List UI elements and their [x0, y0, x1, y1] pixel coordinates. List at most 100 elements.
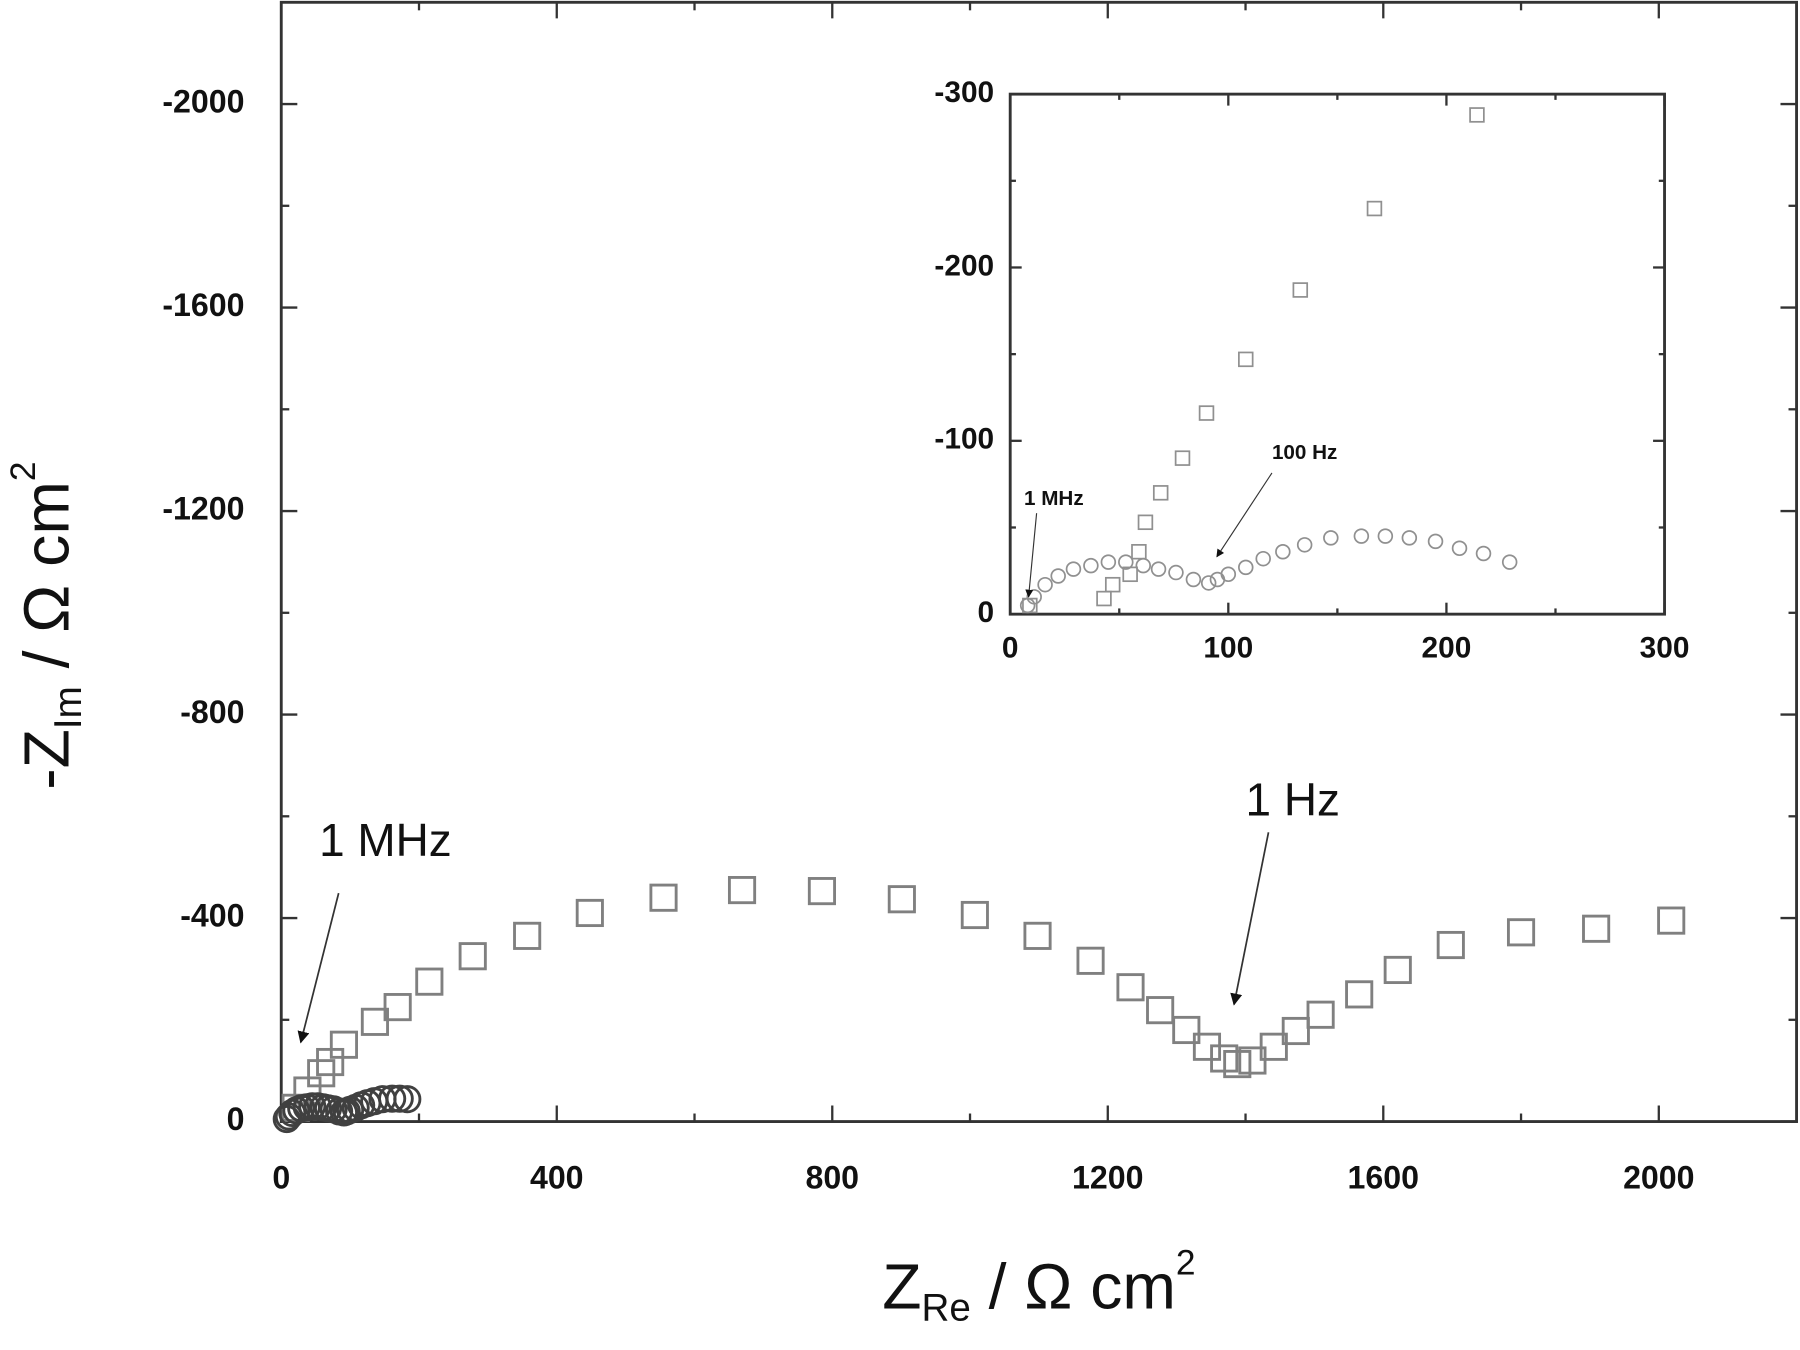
square-point: [1096, 590, 1112, 607]
square-point: [1104, 576, 1121, 593]
circle-point: [1037, 576, 1053, 593]
y-axis-label-sub: Im: [47, 686, 90, 729]
y-tick-label: -1600: [162, 287, 244, 323]
square-point: [1506, 918, 1536, 947]
inset-chart: 0 -100 -200 -300 0 100 200 300 1 MHz 100 Hz: [934, 76, 1689, 665]
square-point: [1345, 980, 1374, 1009]
y-tick-label: -200: [934, 249, 994, 282]
circle-point: [393, 1085, 422, 1114]
square-point: [1366, 200, 1383, 217]
circle-point: [1377, 528, 1394, 544]
circle-point: [1475, 545, 1492, 562]
circle-point: [385, 1084, 414, 1113]
circle-point: [1220, 566, 1237, 583]
x-axis-label-unit: / Ω cm: [971, 1250, 1176, 1322]
square-point: [415, 967, 444, 996]
square-point: [458, 942, 487, 971]
square-point: [960, 900, 989, 930]
square-point: [1198, 405, 1215, 421]
square-point: [1582, 914, 1611, 943]
plot-frame: [1008, 92, 1666, 616]
annotation-arrow: [1216, 472, 1273, 558]
x-axis-label-sup: 2: [1176, 1244, 1196, 1283]
square-point: [1146, 996, 1175, 1025]
y-tick-label: -100: [934, 423, 994, 456]
x-tick-label: 0: [1002, 632, 1019, 665]
circle-point: [1050, 568, 1066, 584]
square-point: [1292, 282, 1309, 298]
circle-point: [1427, 533, 1444, 550]
circle-point: [1501, 554, 1518, 570]
annotation-arrow: [1230, 832, 1270, 1006]
x-axis-label: ZRe / Ω cm2: [882, 1244, 1195, 1330]
x-axis-label-sub: Re: [921, 1287, 970, 1330]
annotation: 1 MHz: [1024, 487, 1084, 510]
square-point: [1131, 544, 1147, 560]
y-tick-label: 0: [978, 596, 995, 629]
circle-point: [1200, 575, 1217, 591]
circle-point: [1296, 537, 1313, 553]
circle-point: [1255, 550, 1271, 567]
square-point: [513, 921, 542, 950]
square-point: [1238, 351, 1254, 368]
circle-point: [1100, 554, 1117, 570]
circle-point: [1083, 557, 1099, 574]
square-point: [575, 898, 604, 928]
square-point: [1469, 107, 1485, 123]
square-point: [1306, 1000, 1335, 1029]
y-tick-label: -800: [180, 694, 244, 730]
circle-point: [1065, 561, 1082, 577]
square-point: [887, 885, 916, 914]
square-point: [1152, 485, 1169, 501]
x-tick-label: 2000: [1623, 1160, 1694, 1196]
circle-point: [1135, 557, 1152, 574]
x-tick-label: 200: [1422, 632, 1472, 665]
annotation-arrow: [297, 892, 340, 1044]
y-axis-label: -ZIm / Ω cm2: [4, 461, 90, 789]
y-tick-label: -400: [180, 898, 244, 934]
y-tick-label: -2000: [162, 84, 244, 120]
square-point: [383, 993, 412, 1022]
annotation-arrow: [1025, 513, 1038, 598]
square-point: [1116, 973, 1145, 1002]
square-point: [307, 1059, 336, 1088]
y-tick-label: -300: [934, 76, 994, 109]
x-axis-label-main: Z: [882, 1250, 921, 1322]
square-point: [1023, 921, 1052, 950]
x-tick-label: 400: [530, 1160, 584, 1196]
x-tick-label: 300: [1640, 632, 1690, 665]
square-point: [360, 1007, 389, 1036]
square-point: [1076, 946, 1105, 975]
annotation: 1 Hz: [1246, 774, 1340, 826]
square-point: [1383, 955, 1412, 985]
x-tick-label: 100: [1203, 632, 1253, 665]
square-point: [1172, 1015, 1201, 1045]
y-tick-label: -1200: [162, 491, 244, 527]
annotation: 100 Hz: [1272, 441, 1337, 464]
square-point: [1436, 930, 1465, 960]
annotation: 1 MHz: [319, 814, 452, 866]
square-point: [1137, 514, 1154, 531]
square-point: [807, 877, 837, 906]
circle-point: [1275, 544, 1291, 560]
square-point: [1174, 450, 1191, 466]
square-point: [329, 1030, 358, 1059]
square-point: [727, 876, 757, 905]
circle-point: [1185, 571, 1202, 588]
square-point: [649, 883, 678, 912]
circle-point: [1401, 530, 1418, 546]
square-point: [1281, 1016, 1310, 1046]
x-tick-label: 800: [805, 1160, 859, 1196]
circle-point: [1323, 530, 1339, 546]
x-tick-label: 0: [272, 1160, 290, 1196]
circle-point: [1451, 540, 1468, 557]
circle-point: [1353, 528, 1370, 544]
x-tick-label: 1200: [1072, 1160, 1143, 1196]
y-axis-label-sup: 2: [4, 461, 43, 481]
square-point: [1223, 1050, 1252, 1079]
x-tick-label: 1600: [1348, 1160, 1419, 1196]
square-point: [1259, 1032, 1288, 1061]
y-axis-label-unit: / Ω cm: [11, 481, 83, 686]
y-axis-label-main: -Z: [11, 729, 83, 790]
